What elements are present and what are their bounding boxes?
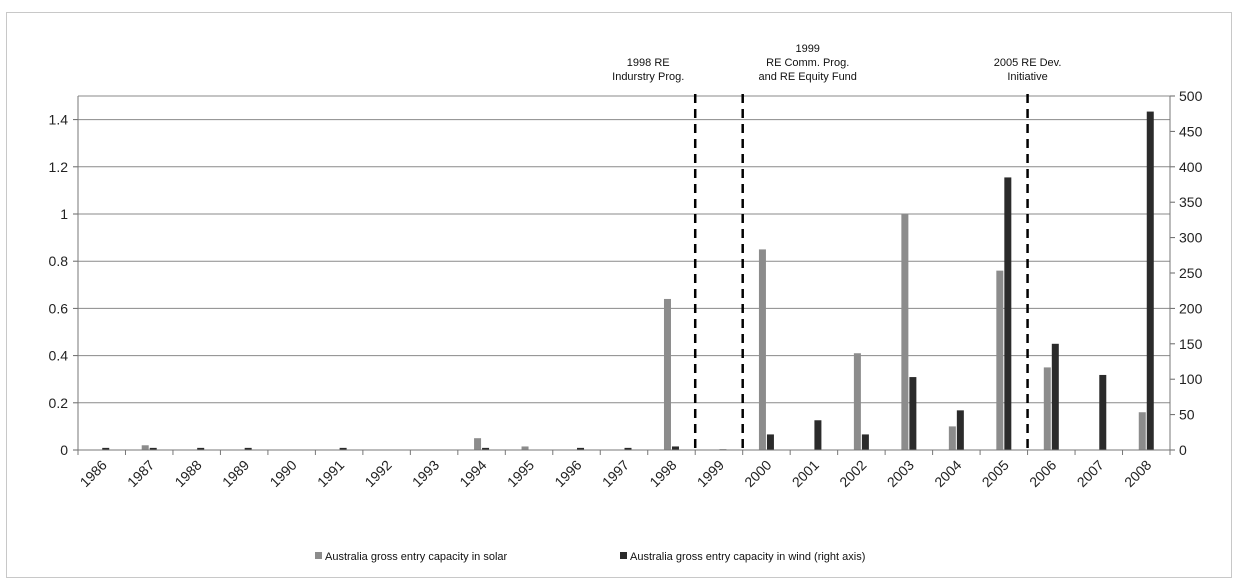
bar-wind	[102, 447, 110, 450]
bars	[102, 111, 1154, 451]
x-tick-label: 2003	[884, 457, 917, 490]
x-tick-label: 1987	[124, 457, 157, 490]
bar-solar	[853, 353, 861, 450]
bar-solar	[663, 298, 671, 450]
x-tick-label: 2006	[1026, 457, 1059, 490]
x-tick-label: 1992	[361, 457, 394, 490]
right-tick-label: 0	[1179, 442, 1187, 458]
x-tick-label: 2001	[789, 457, 822, 490]
x-tick-label: 1994	[456, 457, 489, 490]
bar-wind	[339, 447, 347, 450]
bar-solar	[948, 426, 956, 450]
x-tick-label: 1991	[314, 457, 347, 490]
left-tick-label: 0.8	[49, 253, 69, 269]
annotations: 1998 RE Indurstry Prog. 1999 RE Comm. Prog.…	[612, 43, 1061, 450]
bar-wind	[624, 447, 632, 450]
tick-labels: 0 0.2 0.4 0.6 0.8 1 1.2 1.4 0 50 100 150 200 250 300 35…	[49, 88, 1203, 490]
bar-wind	[482, 447, 490, 450]
bar-solar	[901, 214, 909, 450]
bar-wind	[1051, 343, 1059, 450]
annotation-label: 1999 RE Comm. Prog. and RE Equity Fund	[758, 43, 856, 83]
x-tick-label: 2002	[836, 457, 869, 490]
bar-wind	[577, 447, 585, 450]
bar-wind	[861, 434, 869, 450]
x-tick-label: 2007	[1074, 457, 1107, 490]
bar-solar	[474, 438, 482, 450]
bar-wind	[909, 377, 917, 450]
right-tick-label: 200	[1179, 300, 1203, 316]
x-tick-label: 1998	[646, 457, 679, 490]
x-tick-label: 1986	[77, 457, 110, 490]
bar-wind	[814, 420, 822, 450]
legend-swatch-solar	[315, 552, 322, 559]
chart-frame	[6, 12, 1232, 578]
bar-wind	[956, 410, 964, 450]
bar-wind	[1099, 374, 1107, 450]
left-tick-label: 1	[60, 206, 68, 222]
right-tick-label: 500	[1179, 88, 1203, 104]
x-tick-label: 2005	[979, 457, 1012, 490]
x-tick-label: 1989	[219, 457, 252, 490]
right-tick-label: 250	[1179, 265, 1203, 281]
bar-solar	[141, 445, 149, 450]
bar-solar	[1138, 412, 1146, 450]
x-tick-label: 1990	[266, 457, 299, 490]
x-tick-label: 1999	[694, 457, 727, 490]
bar-wind	[197, 447, 205, 450]
right-tick-label: 450	[1179, 123, 1203, 139]
bar-wind	[244, 447, 252, 450]
bar-wind	[671, 446, 679, 450]
legend-swatch-wind	[620, 552, 627, 559]
right-tick-label: 50	[1179, 407, 1195, 423]
x-tick-label: 2004	[931, 457, 964, 490]
bar-wind	[1146, 111, 1154, 451]
x-tick-label: 2008	[1121, 457, 1154, 490]
x-tick-label: 1997	[599, 457, 632, 490]
x-tick-label: 1993	[409, 457, 442, 490]
gridlines	[78, 95, 1170, 404]
x-tick-label: 1996	[551, 457, 584, 490]
right-tick-label: 350	[1179, 194, 1203, 210]
right-tick-label: 100	[1179, 371, 1203, 387]
annotation-label: 1998 RE Indurstry Prog.	[612, 57, 684, 83]
left-tick-label: 0.6	[49, 300, 69, 316]
bar-wind	[149, 447, 157, 450]
left-tick-label: 0.2	[49, 395, 69, 411]
legend-label-solar: Australia gross entry capacity in solar	[325, 551, 508, 563]
axes	[73, 95, 1175, 455]
left-tick-label: 0.4	[49, 348, 69, 364]
legend: Australia gross entry capacity in solar A…	[315, 551, 865, 563]
left-tick-label: 1.4	[49, 112, 69, 128]
right-tick-label: 300	[1179, 230, 1203, 246]
bar-wind	[766, 434, 774, 450]
bar-solar	[521, 446, 529, 450]
left-tick-label: 0	[60, 442, 68, 458]
left-tick-label: 1.2	[49, 159, 69, 175]
bar-solar	[996, 270, 1004, 450]
x-tick-label: 2000	[741, 457, 774, 490]
bar-solar	[758, 249, 766, 450]
right-tick-label: 400	[1179, 159, 1203, 175]
bar-solar	[1043, 367, 1051, 450]
bar-wind	[1004, 177, 1012, 451]
legend-label-wind: Australia gross entry capacity in wind (…	[630, 551, 865, 563]
x-tick-label: 1995	[504, 457, 537, 490]
right-tick-label: 150	[1179, 336, 1203, 352]
annotation-label: 2005 RE Dev. Initiative	[994, 57, 1062, 83]
x-tick-label: 1988	[171, 457, 204, 490]
